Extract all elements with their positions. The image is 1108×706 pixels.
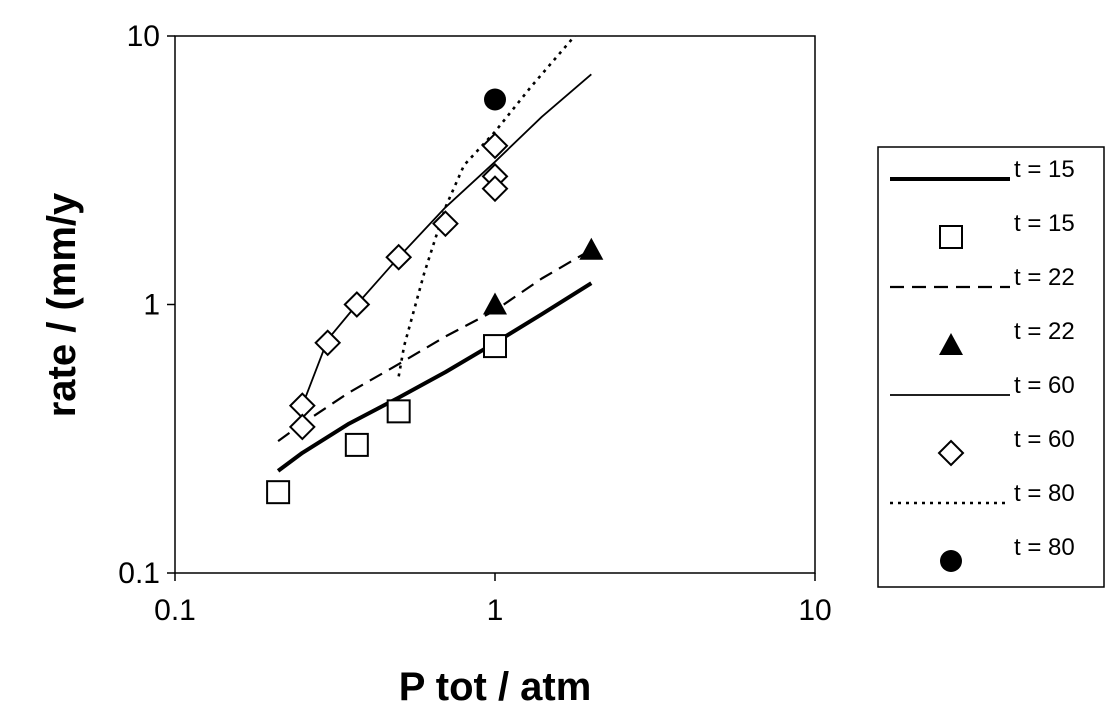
data-point [481,132,509,160]
y-tick-label: 1 [143,289,160,322]
data-point [344,432,369,457]
data-point [579,237,604,260]
legend-label: t = 22 [1014,264,1075,291]
legend-label: t = 15 [1014,156,1075,183]
x-tick-label: 1 [487,594,504,627]
data-point [432,210,459,238]
legend-marker-swatch [940,550,962,572]
legend-marker-swatch [939,333,963,355]
data-point [343,291,371,318]
data-point [288,413,316,441]
data-point [483,334,507,359]
series-line [276,281,593,473]
legend-label: t = 60 [1014,372,1075,399]
data-point [481,175,509,203]
legend-label: t = 80 [1014,480,1075,507]
legend-marker-swatch [937,439,965,467]
x-tick-label: 0.1 [154,594,196,627]
x-axis-title: P tot / atm [399,665,592,706]
x-tick-label: 10 [798,594,831,627]
legend-label: t = 15 [1014,210,1075,237]
data-point [385,243,413,271]
legend-marker-swatch [939,225,963,249]
legend-label: t = 80 [1014,534,1075,561]
data-point [266,480,291,505]
y-tick-label: 10 [127,20,160,53]
y-tick-label: 0.1 [118,557,160,590]
y-axis-title: rate / (mm/y [40,192,84,417]
data-point [483,292,507,315]
data-point [386,399,411,424]
legend-label: t = 22 [1014,318,1075,345]
legend-label: t = 60 [1014,426,1075,453]
legend-box [877,146,1105,588]
series-line [301,73,592,407]
data-point [484,88,506,111]
data-point [314,329,342,357]
